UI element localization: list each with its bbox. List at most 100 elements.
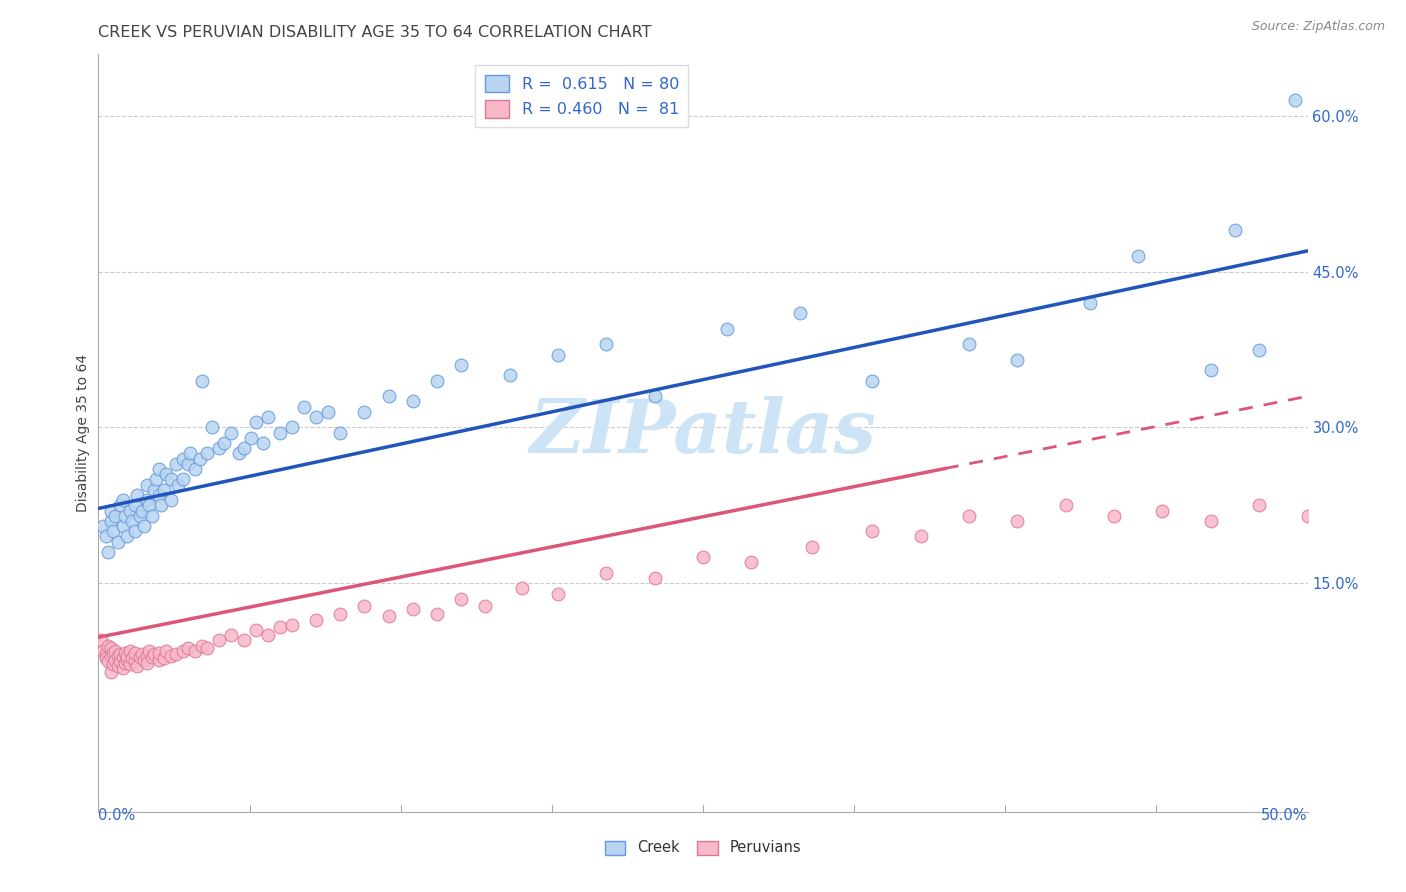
Point [135,493,157,508]
Point [101,524,124,539]
Point [138,499,160,513]
Point [172,451,194,466]
Point [108,654,131,668]
Point [111,650,134,665]
Point [1102,508,1125,523]
Text: CREEK VS PERUVIAN DISABILITY AGE 35 TO 64 CORRELATION CHART: CREEK VS PERUVIAN DISABILITY AGE 35 TO 6… [98,25,652,40]
Point [191,639,214,653]
Point [510,582,533,596]
Point [100,514,122,528]
Point [148,488,170,502]
Point [740,556,762,570]
Point [90,633,112,648]
Point [201,420,224,434]
Point [957,337,980,351]
Point [239,431,262,445]
Point [188,451,211,466]
Point [860,374,883,388]
Point [97,654,120,668]
Point [1223,223,1246,237]
Point [221,425,243,440]
Point [208,633,231,648]
Point [177,640,200,655]
Point [141,508,163,523]
Point [134,653,156,667]
Point [426,607,449,622]
Point [114,646,136,660]
Point [138,644,160,658]
Point [104,508,127,523]
Point [108,647,131,661]
Point [353,599,375,613]
Point [131,503,153,517]
Point [172,644,194,658]
Point [111,661,134,675]
Point [117,653,139,667]
Point [124,499,146,513]
Point [1078,295,1101,310]
Point [644,389,666,403]
Point [131,647,153,661]
Point [152,483,174,497]
Point [94,529,117,543]
Text: ZIPatlas: ZIPatlas [530,396,876,469]
Point [316,405,339,419]
Point [595,566,617,580]
Point [121,514,143,528]
Point [179,446,201,460]
Point [208,441,231,455]
Point [107,534,129,549]
Point [104,644,127,658]
Point [107,659,129,673]
Point [450,358,472,372]
Point [100,665,122,679]
Point [1249,343,1271,357]
Point [195,640,218,655]
Point [148,653,170,667]
Point [114,508,136,523]
Point [305,410,328,425]
Point [305,613,328,627]
Point [165,457,187,471]
Point [1199,514,1222,528]
Point [111,493,134,508]
Point [1128,249,1150,263]
Point [450,591,472,606]
Point [128,650,150,665]
Point [353,405,375,419]
Point [800,540,823,554]
Point [860,524,883,539]
Point [101,657,124,672]
Point [128,508,150,523]
Point [172,472,194,486]
Text: 50.0%: 50.0% [1261,807,1308,822]
Legend: Creek, Peruvians: Creek, Peruvians [599,835,807,862]
Point [127,488,149,502]
Point [167,477,190,491]
Point [143,483,166,497]
Point [117,648,139,663]
Point [245,623,267,637]
Point [155,467,177,482]
Point [134,519,156,533]
Point [124,524,146,539]
Point [97,545,120,559]
Point [1152,503,1174,517]
Point [402,394,425,409]
Point [111,519,134,533]
Point [212,436,235,450]
Point [269,425,291,440]
Point [957,508,980,523]
Point [1344,524,1367,539]
Point [184,462,207,476]
Point [100,640,122,655]
Point [692,550,714,565]
Point [256,410,278,425]
Point [118,644,141,658]
Point [377,389,399,403]
Point [402,602,425,616]
Point [329,425,352,440]
Point [281,617,304,632]
Y-axis label: Disability Age 35 to 64: Disability Age 35 to 64 [76,353,90,512]
Point [377,609,399,624]
